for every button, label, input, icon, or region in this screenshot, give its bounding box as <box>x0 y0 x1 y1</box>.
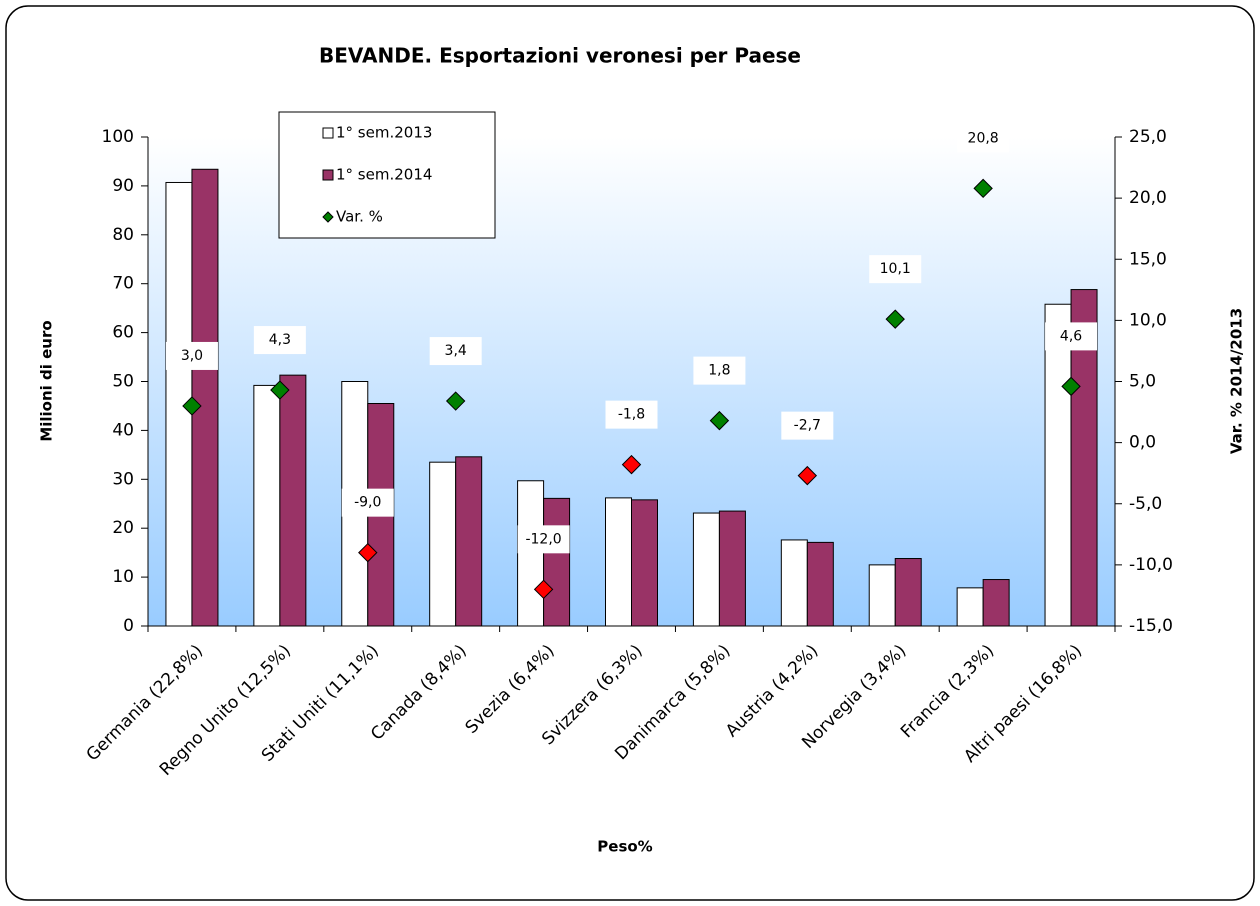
chart-title: BEVANDE. Esportazioni veronesi per Paese <box>319 44 801 68</box>
marker <box>182 396 202 416</box>
y-tick-label: 70 <box>112 274 134 294</box>
y2-tick-label: 5,0 <box>1129 372 1156 392</box>
y2-axis-title: Var. % 2014/2013 <box>1228 308 1246 454</box>
y2-tick-label: 10,0 <box>1129 310 1167 330</box>
marker <box>533 579 554 600</box>
y-tick-label: 30 <box>112 469 134 489</box>
bar <box>631 499 658 627</box>
legend-label: 1° sem.2013 <box>336 124 432 142</box>
data-label-box <box>605 400 658 429</box>
marker <box>621 454 642 475</box>
bar <box>956 587 984 627</box>
data-label-box <box>429 337 482 366</box>
legend-label: Var. % <box>336 208 383 226</box>
bar <box>191 168 219 627</box>
y-tick-label: 100 <box>102 127 134 147</box>
marker <box>709 410 730 431</box>
bar <box>253 384 281 627</box>
marker <box>358 542 378 563</box>
data-label-box <box>781 411 834 440</box>
y2-tick-label: -15,0 <box>1129 616 1173 636</box>
y-axis-title: Milioni di euro <box>38 320 56 441</box>
data-label-box <box>1045 322 1098 351</box>
marker <box>445 391 466 411</box>
marker <box>973 178 993 199</box>
legend-swatch <box>322 169 334 181</box>
data-label-box <box>517 525 570 554</box>
bar <box>806 541 834 627</box>
bar <box>517 480 545 627</box>
marker <box>270 380 290 400</box>
y-tick-label: 20 <box>112 518 134 538</box>
y2-tick-label: 15,0 <box>1129 249 1167 269</box>
y-tick-label: 40 <box>112 420 134 440</box>
y-tick-label: 50 <box>112 372 134 392</box>
x-axis-title: Peso% <box>597 838 652 856</box>
bar <box>718 510 746 627</box>
data-label-box <box>165 341 218 370</box>
bar <box>780 539 808 627</box>
data-label: 1,8 <box>708 363 730 379</box>
data-label-box <box>341 488 394 517</box>
data-label-box <box>253 326 306 355</box>
data-label: 20,8 <box>968 130 999 146</box>
data-label: 4,6 <box>1060 328 1082 344</box>
legend-label: 1° sem.2014 <box>336 166 432 184</box>
data-label: -2,7 <box>794 418 821 434</box>
legend-swatch <box>322 127 334 139</box>
marker <box>1061 376 1081 397</box>
y-tick-label: 60 <box>112 323 134 343</box>
bar <box>429 461 457 627</box>
legend-swatch <box>322 211 334 223</box>
data-label: 3,0 <box>181 348 203 364</box>
bar <box>868 564 896 627</box>
y-tick-label: 80 <box>112 225 134 245</box>
y2-tick-label: 20,0 <box>1129 188 1167 208</box>
bar <box>894 558 922 627</box>
data-label: 3,4 <box>445 343 467 359</box>
data-label: -9,0 <box>354 495 381 511</box>
bar <box>543 497 571 627</box>
data-label: -1,8 <box>618 407 645 423</box>
y2-tick-label: 25,0 <box>1129 127 1167 147</box>
legend <box>278 111 496 239</box>
data-label: 10,1 <box>880 261 911 277</box>
marker <box>885 309 905 329</box>
bar <box>455 456 483 627</box>
data-label-box <box>957 124 1010 153</box>
bar <box>692 512 720 627</box>
y-tick-label: 90 <box>112 176 134 196</box>
data-label-box <box>693 356 746 385</box>
data-label: -12,0 <box>525 531 561 547</box>
y-tick-label: 0 <box>123 616 134 636</box>
y2-tick-label: -5,0 <box>1129 494 1162 514</box>
bar <box>1044 303 1072 627</box>
bar <box>279 374 307 627</box>
y-tick-label: 10 <box>112 567 134 587</box>
data-label-box <box>869 255 922 284</box>
bar <box>605 497 632 627</box>
bar <box>982 579 1010 627</box>
y2-tick-label: -10,0 <box>1129 555 1173 575</box>
y2-tick-label: 0,0 <box>1129 433 1156 453</box>
marker <box>797 465 818 486</box>
data-label: 4,3 <box>269 332 291 348</box>
